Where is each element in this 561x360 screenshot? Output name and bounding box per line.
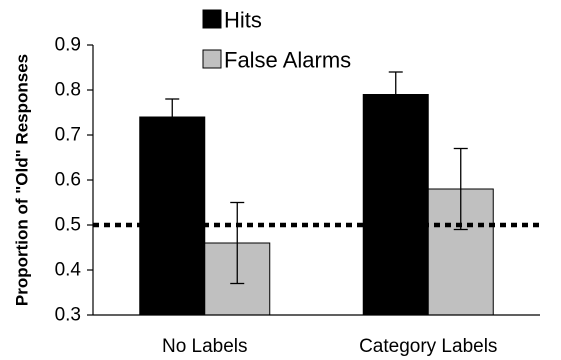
x-labels-layer: No Labels Category Labels: [162, 336, 497, 357]
legend-label: Hits: [224, 8, 262, 33]
x-category-label: Category Labels: [359, 336, 497, 357]
y-tick-label: 0.9: [55, 35, 81, 56]
y-tick-label: 0.3: [55, 305, 81, 326]
bar-hits: [139, 116, 206, 316]
bars-layer: [139, 71, 494, 316]
legend: Hits False Alarms: [202, 8, 351, 73]
x-category-label: No Labels: [162, 336, 248, 357]
y-tick-label: 0.7: [55, 125, 81, 146]
y-ticks-layer: 0.3 0.4 0.5 0.6 0.7 0.8 0.9: [55, 35, 93, 326]
bar-hits: [362, 94, 429, 316]
y-tick-label: 0.8: [55, 80, 81, 101]
legend-label: False Alarms: [224, 48, 351, 73]
y-tick-label: 0.6: [55, 170, 81, 191]
y-tick-label: 0.5: [55, 215, 81, 236]
legend-swatch-hits: [202, 9, 222, 29]
y-axis-title: Proportion of "Old" Responses: [13, 54, 32, 306]
legend-swatch-false-alarms: [202, 49, 222, 69]
y-tick-label: 0.4: [55, 260, 82, 281]
